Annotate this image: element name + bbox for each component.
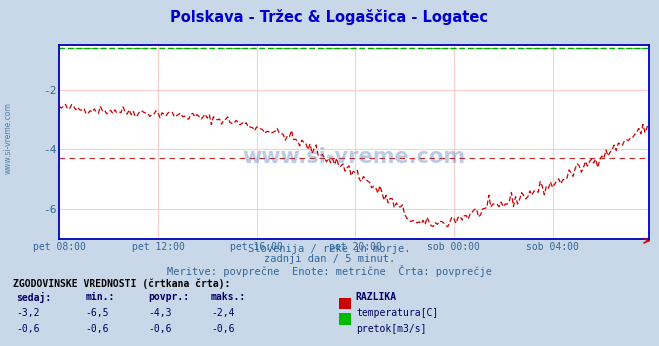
Text: www.si-vreme.com: www.si-vreme.com (4, 102, 13, 174)
Text: povpr.:: povpr.: (148, 292, 189, 302)
Text: -2,4: -2,4 (211, 308, 235, 318)
Text: -0,6: -0,6 (16, 324, 40, 334)
Text: -0,6: -0,6 (148, 324, 172, 334)
Text: sedaj:: sedaj: (16, 292, 51, 303)
Text: -3,2: -3,2 (16, 308, 40, 318)
Text: maks.:: maks.: (211, 292, 246, 302)
Text: -4,3: -4,3 (148, 308, 172, 318)
Text: Polskava - Tržec & Logaščica - Logatec: Polskava - Tržec & Logaščica - Logatec (171, 9, 488, 25)
Text: min.:: min.: (86, 292, 115, 302)
Text: -6,5: -6,5 (86, 308, 109, 318)
Text: temperatura[C]: temperatura[C] (357, 308, 439, 318)
Text: -0,6: -0,6 (86, 324, 109, 334)
Text: RAZLIKA: RAZLIKA (356, 292, 397, 302)
Text: -0,6: -0,6 (211, 324, 235, 334)
Text: Slovenija / reke in morje.: Slovenija / reke in morje. (248, 244, 411, 254)
Text: Meritve: povprečne  Enote: metrične  Črta: povprečje: Meritve: povprečne Enote: metrične Črta:… (167, 265, 492, 277)
Text: zadnji dan / 5 minut.: zadnji dan / 5 minut. (264, 254, 395, 264)
Text: pretok[m3/s]: pretok[m3/s] (357, 324, 427, 334)
Text: www.si-vreme.com: www.si-vreme.com (243, 147, 466, 167)
Text: ZGODOVINSKE VREDNOSTI (črtkana črta):: ZGODOVINSKE VREDNOSTI (črtkana črta): (13, 279, 231, 289)
